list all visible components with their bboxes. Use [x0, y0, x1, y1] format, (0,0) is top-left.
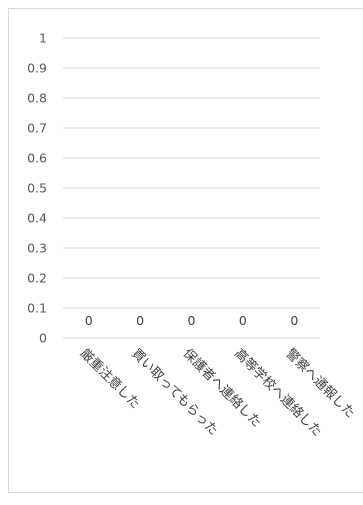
y-tick-label: 1	[39, 31, 47, 46]
data-label: 0	[239, 313, 247, 328]
data-labels: 0 0 0 0 0	[85, 313, 299, 328]
data-label: 0	[85, 313, 93, 328]
y-tick-label: 0.3	[27, 241, 47, 256]
y-tick-label: 0.5	[27, 181, 47, 196]
y-tick-label: 0.2	[27, 271, 47, 286]
y-tick-label: 0.8	[27, 91, 47, 106]
y-tick-label: 0.4	[27, 211, 47, 226]
y-tick-label: 0.7	[27, 121, 47, 136]
chart-frame	[8, 8, 363, 493]
data-label: 0	[290, 313, 298, 328]
data-label: 0	[136, 313, 144, 328]
y-tick-label: 0.6	[27, 151, 47, 166]
y-tick-label: 0.1	[27, 301, 47, 316]
y-tick-label: 0.9	[27, 61, 47, 76]
data-label: 0	[188, 313, 196, 328]
x-category-label: 高等学校へ連絡した	[231, 346, 325, 440]
x-category-label: 買い取ってもらった	[128, 346, 220, 438]
y-axis-tick-labels: 0 0.1 0.2 0.3 0.4 0.5 0.6 0.7 0.8 0.9 1	[27, 31, 47, 346]
gridlines	[63, 37, 320, 339]
y-tick-label: 0	[39, 331, 47, 346]
